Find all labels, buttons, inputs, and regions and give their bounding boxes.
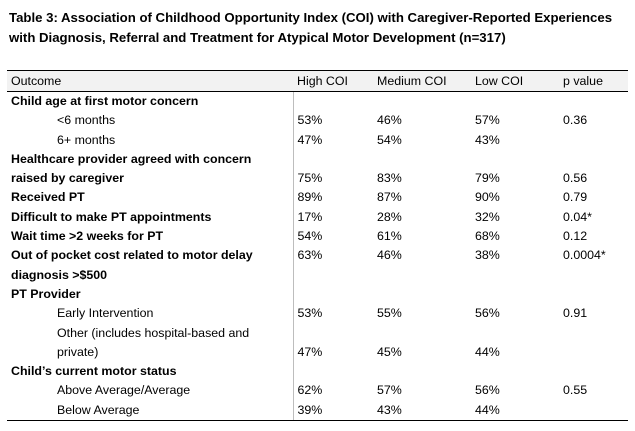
row-label: Above Average/Average xyxy=(7,381,294,401)
cell-medium-coi xyxy=(373,285,471,304)
table-row: Received PT 89% 87% 90% 0.79 xyxy=(7,188,628,208)
table-row: Child’s current motor status xyxy=(7,362,628,382)
cell-medium-coi xyxy=(373,92,471,112)
cell-p-value: 0.0004* xyxy=(563,248,606,263)
table-row: <6 months 53% 46% 57% 0.36 xyxy=(7,111,628,131)
header-low-coi: Low COI xyxy=(471,70,559,92)
row-label: Wait time >2 weeks for PT xyxy=(7,227,294,247)
cell-high-coi: 39% xyxy=(293,400,373,422)
cell-high-coi: 75% xyxy=(297,171,323,186)
cell-high-coi: 89% xyxy=(297,190,323,205)
cell-p-value: 0.55 xyxy=(563,383,588,398)
cell-medium-coi: 87% xyxy=(377,190,402,205)
table-row: 6+ months 47% 54% 43% xyxy=(7,130,628,150)
row-label: Other (includes hospital-based and priva… xyxy=(7,323,294,363)
row-label: Child age at first motor concern xyxy=(7,91,294,112)
cell-medium-coi: 45% xyxy=(377,344,402,359)
header-row: Outcome High COI Medium COI Low COI p va… xyxy=(7,70,628,92)
cell-low-coi xyxy=(471,92,559,112)
cell-medium-coi: 28% xyxy=(377,209,402,224)
row-label: <6 months xyxy=(7,111,294,131)
row-label: Healthcare provider agreed with concern … xyxy=(7,149,294,189)
header-p-value: p value xyxy=(559,70,628,92)
cell-medium-coi: 57% xyxy=(377,383,402,398)
cell-low-coi xyxy=(471,285,559,304)
cell-p-value: 0.91 xyxy=(563,306,588,321)
row-label: Child’s current motor status xyxy=(7,362,294,382)
cell-high-coi xyxy=(293,92,373,112)
cell-low-coi: 57% xyxy=(475,113,500,128)
row-label: 6+ months xyxy=(7,130,294,150)
cell-p-value: 0.79 xyxy=(563,190,588,205)
cell-p-value xyxy=(559,400,628,422)
row-label: Out of pocket cost related to motor dela… xyxy=(7,246,294,285)
table-row: Healthcare provider agreed with concern … xyxy=(7,149,628,189)
cell-low-coi: 43% xyxy=(475,132,500,147)
table-row: Above Average/Average 62% 57% 56% 0.55 xyxy=(7,381,628,401)
cell-high-coi: 47% xyxy=(297,132,323,147)
cell-p-value xyxy=(559,362,628,381)
row-label: PT Provider xyxy=(7,284,294,305)
table-row: Other (includes hospital-based and priva… xyxy=(7,323,628,363)
table-row: Early Intervention 53% 55% 56% 0.91 xyxy=(7,304,628,324)
cell-low-coi: 56% xyxy=(475,383,500,398)
table-title: Table 3: Association of Childhood Opport… xyxy=(9,10,613,45)
table-body: Child age at first motor concern <6 month… xyxy=(7,91,628,422)
table-row: Wait time >2 weeks for PT 54% 61% 68% 0.12 xyxy=(7,227,628,247)
cell-low-coi: 90% xyxy=(475,190,500,205)
cell-high-coi: 53% xyxy=(297,113,323,128)
cell-low-coi: 44% xyxy=(471,400,559,422)
cell-medium-coi: 61% xyxy=(377,229,402,244)
cell-low-coi: 38% xyxy=(475,248,500,263)
cell-p-value: 0.12 xyxy=(563,229,588,244)
table-row: Below Average 39% 43% 44% xyxy=(7,400,628,422)
header-outcome: Outcome xyxy=(7,70,293,92)
row-label: Below Average xyxy=(7,400,294,422)
results-table: Outcome High COI Medium COI Low COI p va… xyxy=(7,70,628,422)
cell-high-coi: 17% xyxy=(297,209,323,224)
cell-high-coi: 54% xyxy=(297,229,323,244)
cell-medium-coi: 43% xyxy=(373,400,471,422)
cell-high-coi xyxy=(293,362,373,381)
table-row: PT Provider xyxy=(7,284,628,305)
cell-high-coi: 63% xyxy=(297,248,323,263)
cell-high-coi: 53% xyxy=(297,306,323,321)
row-label: Difficult to make PT appointments xyxy=(7,207,294,228)
cell-high-coi: 62% xyxy=(297,383,323,398)
cell-low-coi: 44% xyxy=(475,344,500,359)
cell-low-coi: 68% xyxy=(475,229,500,244)
cell-medium-coi: 55% xyxy=(377,306,402,321)
cell-high-coi: 47% xyxy=(297,344,323,359)
header-medium-coi: Medium COI xyxy=(373,70,471,92)
cell-low-coi: 32% xyxy=(475,209,500,224)
row-label: Received PT xyxy=(7,188,294,208)
table-row: Out of pocket cost related to motor dela… xyxy=(7,246,628,285)
cell-p-value: 0.36 xyxy=(563,113,588,128)
cell-medium-coi: 46% xyxy=(377,113,402,128)
cell-p-value: 0.56 xyxy=(563,171,588,186)
cell-low-coi: 56% xyxy=(475,306,500,321)
cell-p-value xyxy=(559,92,628,112)
cell-medium-coi xyxy=(373,362,471,381)
header-high-coi: High COI xyxy=(293,70,373,92)
cell-low-coi xyxy=(471,362,559,381)
row-label: Early Intervention xyxy=(7,304,294,324)
table-row: Child age at first motor concern xyxy=(7,91,628,112)
cell-p-value xyxy=(559,131,628,150)
cell-medium-coi: 46% xyxy=(377,248,402,263)
cell-medium-coi: 54% xyxy=(377,132,402,147)
cell-high-coi xyxy=(293,285,373,304)
cell-medium-coi: 83% xyxy=(377,171,402,186)
cell-p-value: 0.04* xyxy=(563,209,592,224)
cell-p-value xyxy=(559,285,628,304)
cell-low-coi: 79% xyxy=(475,171,500,186)
cell-p-value xyxy=(559,324,628,363)
table-row: Difficult to make PT appointments 17% 28% 3… xyxy=(7,207,628,228)
